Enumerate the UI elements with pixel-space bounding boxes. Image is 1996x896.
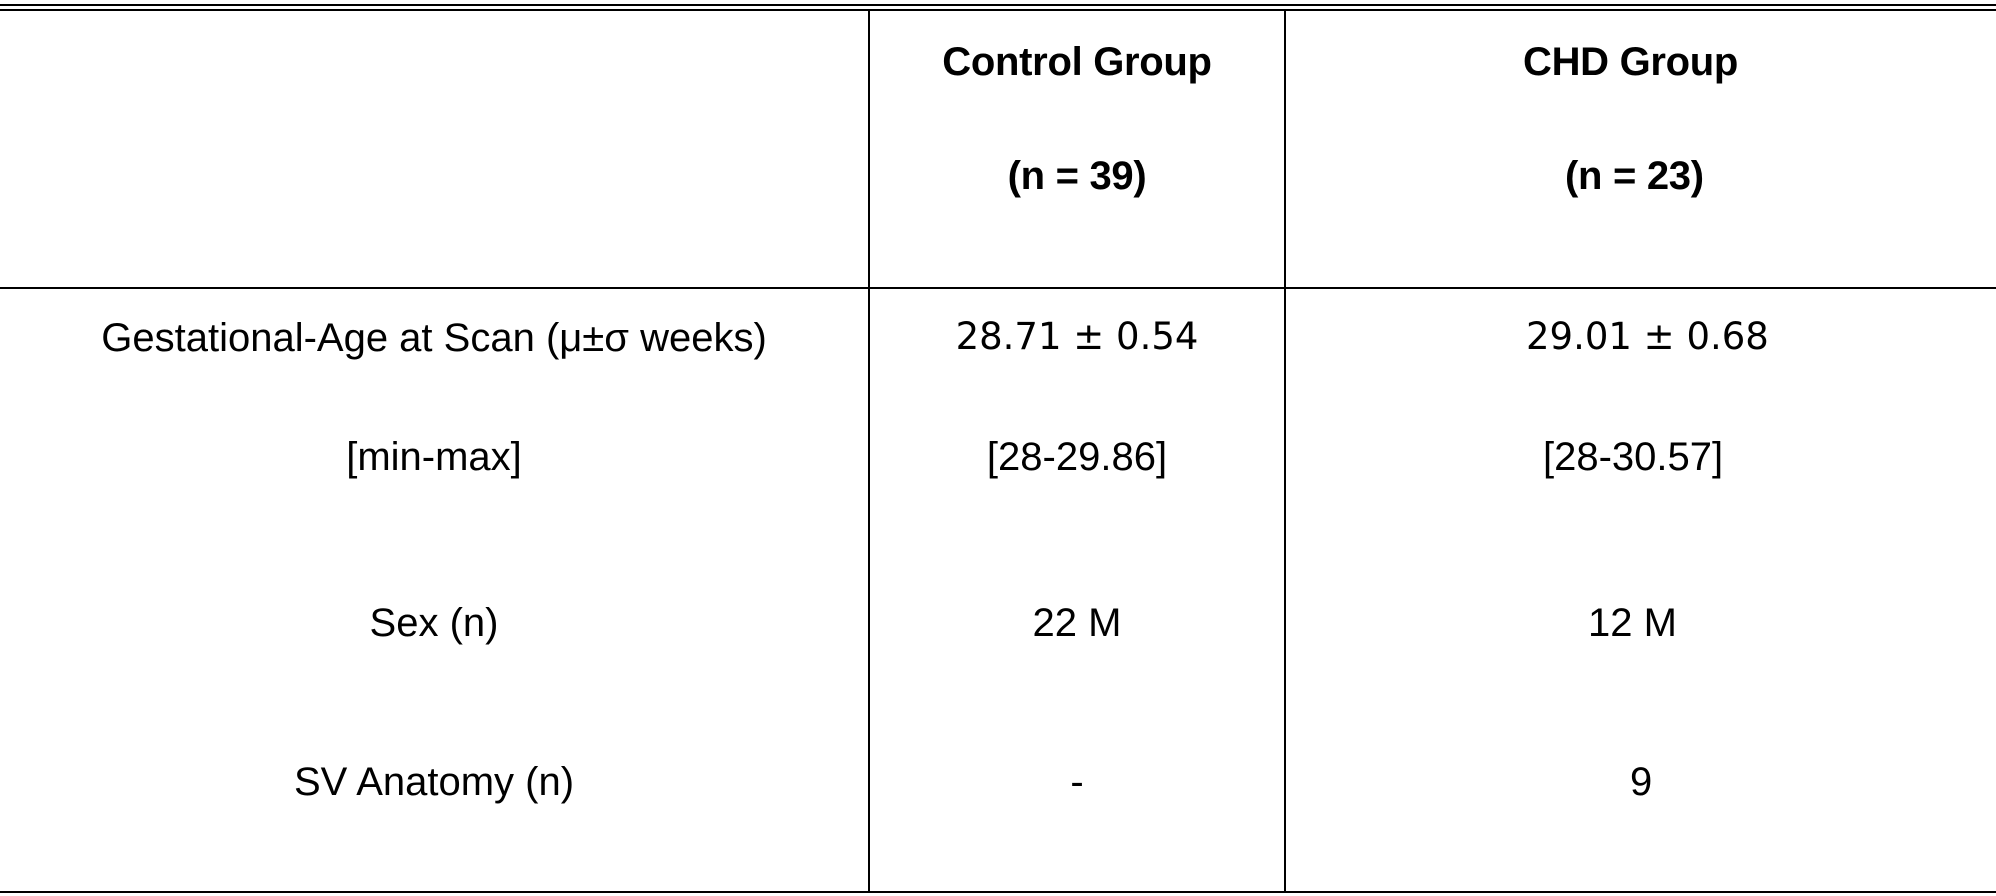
row-label-gestational-age: Gestational-Age at Scan (μ±σ weeks) xyxy=(101,316,767,360)
control-sex: 22 M xyxy=(1032,601,1122,645)
chd-min-max: [28-30.57] xyxy=(1543,435,1724,479)
header-control-count: (n = 39) xyxy=(1007,154,1147,198)
header-control-title: Control Group xyxy=(942,40,1212,84)
header-chd-title: CHD Group xyxy=(1523,40,1739,84)
control-sv-anatomy: - xyxy=(1070,760,1084,804)
row-label-sv-anatomy: SV Anatomy (n) xyxy=(293,760,575,804)
table-bottom-rule xyxy=(0,891,1996,893)
chd-sex: 12 M xyxy=(1588,601,1677,645)
header-chd-count: (n = 23) xyxy=(1565,154,1704,198)
chd-sv-anatomy: 9 xyxy=(1630,760,1653,804)
column-divider-control xyxy=(868,9,870,893)
header-separator xyxy=(0,287,1996,289)
table-top-rule xyxy=(0,4,1996,6)
control-min-max: [28-29.86] xyxy=(986,435,1168,479)
control-gestational-age: 28.71 ± 0.54 xyxy=(955,315,1199,358)
column-divider-chd xyxy=(1284,9,1286,893)
table-top-rule-inner xyxy=(0,9,1996,11)
row-label-sex: Sex (n) xyxy=(369,601,499,645)
row-label-min-max: [min-max] xyxy=(346,435,522,479)
chd-gestational-age: 29.01 ± 0.68 xyxy=(1526,315,1769,358)
